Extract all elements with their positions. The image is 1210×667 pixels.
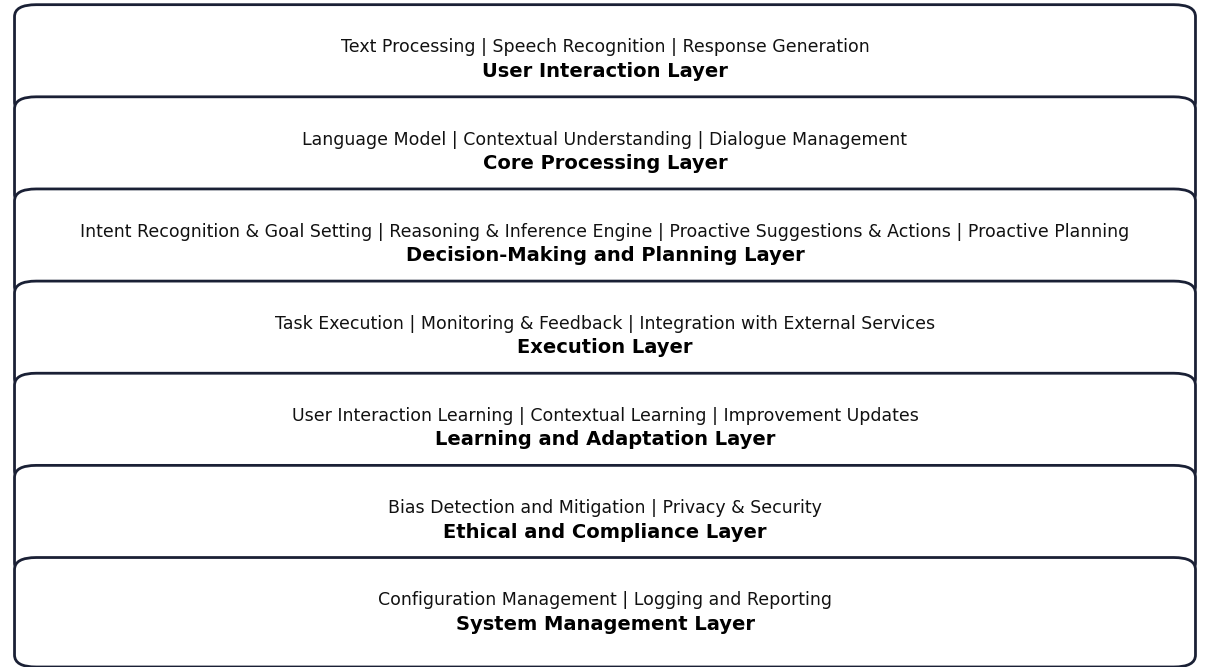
Text: Ethical and Compliance Layer: Ethical and Compliance Layer	[443, 522, 767, 542]
Text: User Interaction Learning | Contextual Learning | Improvement Updates: User Interaction Learning | Contextual L…	[292, 407, 918, 425]
Text: User Interaction Layer: User Interaction Layer	[482, 62, 728, 81]
FancyBboxPatch shape	[15, 281, 1195, 391]
Text: Core Processing Layer: Core Processing Layer	[483, 154, 727, 173]
FancyBboxPatch shape	[15, 558, 1195, 667]
Text: Execution Layer: Execution Layer	[517, 338, 693, 358]
FancyBboxPatch shape	[15, 97, 1195, 206]
Text: Text Processing | Speech Recognition | Response Generation: Text Processing | Speech Recognition | R…	[341, 39, 869, 57]
Text: Decision-Making and Planning Layer: Decision-Making and Planning Layer	[405, 246, 805, 265]
FancyBboxPatch shape	[15, 5, 1195, 114]
FancyBboxPatch shape	[15, 374, 1195, 483]
Text: Task Execution | Monitoring & Feedback | Integration with External Services: Task Execution | Monitoring & Feedback |…	[275, 315, 935, 333]
FancyBboxPatch shape	[15, 466, 1195, 575]
Text: Configuration Management | Logging and Reporting: Configuration Management | Logging and R…	[378, 591, 832, 609]
Text: Intent Recognition & Goal Setting | Reasoning & Inference Engine | Proactive Sug: Intent Recognition & Goal Setting | Reas…	[80, 223, 1130, 241]
FancyBboxPatch shape	[15, 189, 1195, 298]
Text: Bias Detection and Mitigation | Privacy & Security: Bias Detection and Mitigation | Privacy …	[388, 499, 822, 517]
Text: Learning and Adaptation Layer: Learning and Adaptation Layer	[434, 430, 776, 450]
Text: Language Model | Contextual Understanding | Dialogue Management: Language Model | Contextual Understandin…	[302, 131, 908, 149]
Text: System Management Layer: System Management Layer	[455, 615, 755, 634]
